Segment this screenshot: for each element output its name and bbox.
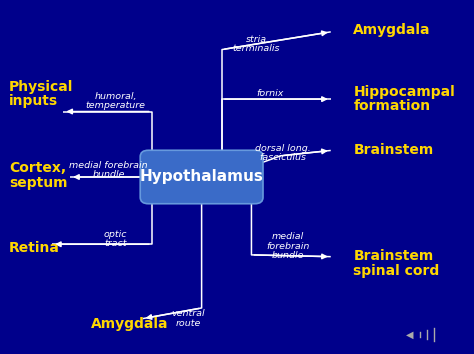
Text: Brainstem
spinal cord: Brainstem spinal cord [354, 250, 440, 278]
Text: humoral,
temperature: humoral, temperature [85, 92, 146, 110]
Text: Amygdala: Amygdala [354, 23, 431, 37]
Text: dorsal long.
fasciculus: dorsal long. fasciculus [255, 144, 311, 162]
FancyBboxPatch shape [140, 150, 263, 204]
Text: Retina: Retina [9, 241, 60, 255]
Text: Hypothalamus: Hypothalamus [140, 170, 264, 184]
Text: Cortex,
septum: Cortex, septum [9, 161, 68, 189]
Text: Hippocampal
formation: Hippocampal formation [354, 85, 455, 113]
Text: Physical
inputs: Physical inputs [9, 80, 73, 108]
Text: Brainstem: Brainstem [354, 143, 434, 158]
Text: ◀: ◀ [406, 330, 414, 339]
Text: stria
terminalis: stria terminalis [232, 35, 280, 53]
Text: ventral
route: ventral route [171, 309, 205, 328]
Text: medial forebrain
bundle: medial forebrain bundle [69, 161, 148, 179]
Text: Amygdala: Amygdala [91, 317, 168, 331]
Text: medial
forebrain
bundle: medial forebrain bundle [266, 232, 310, 260]
Text: fornix: fornix [256, 89, 283, 98]
Text: optic
tract: optic tract [104, 230, 128, 248]
